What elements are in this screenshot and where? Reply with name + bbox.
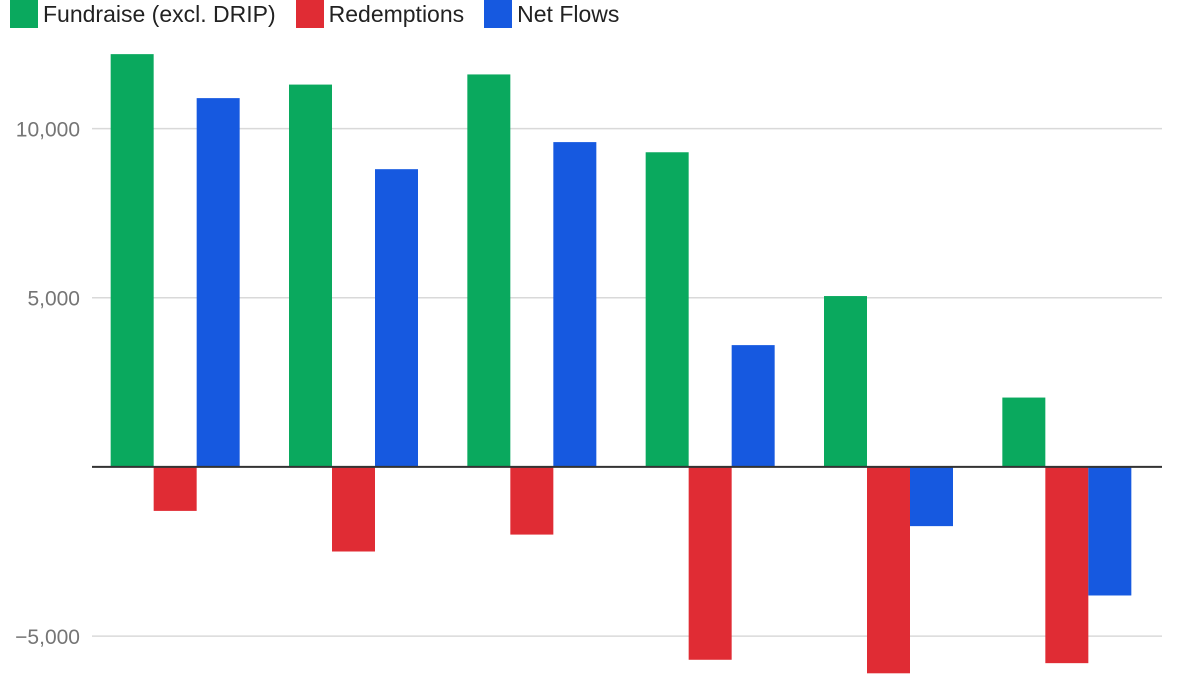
bar-net-flows-1 (196, 98, 240, 467)
legend-label-net-flows: Net Flows (517, 0, 620, 27)
bar-net-flows-3 (553, 142, 597, 467)
y-tick-label: 10,000 (16, 119, 80, 142)
legend-item-fundraise: Fundraise (excl. DRIP) (10, 0, 276, 28)
y-tick-label: 5,000 (27, 288, 80, 311)
legend-swatch-net-flows (484, 0, 513, 28)
bar-net-flows-4 (731, 345, 775, 467)
y-tick-label: −5,000 (15, 626, 80, 649)
bar-fundraise-1 (110, 54, 154, 467)
legend-item-net-flows: Net Flows (484, 0, 619, 28)
bar-fundraise-6 (1002, 397, 1046, 467)
bar-fundraise-2 (289, 84, 332, 467)
bar-redemptions-1 (153, 466, 197, 511)
gridlines (92, 127, 1162, 637)
bar-fundraise-5 (824, 296, 867, 467)
bar-redemptions-6 (1045, 466, 1089, 664)
legend-swatch-redemptions (295, 0, 324, 28)
bar-redemptions-3 (510, 466, 554, 535)
bar-redemptions-5 (867, 466, 910, 674)
bar-fundraise-3 (467, 74, 511, 467)
legend-label-redemptions: Redemptions (328, 0, 465, 27)
bars (110, 54, 1132, 674)
y-axis-tick-labels: −5,000 5,000 10,000 (15, 119, 80, 650)
legend-label-fundraise: Fundraise (excl. DRIP) (43, 0, 276, 27)
bar-net-flows-6 (1088, 466, 1132, 596)
legend-swatch-fundraise (10, 0, 38, 28)
bar-redemptions-2 (332, 466, 375, 552)
bar-redemptions-4 (688, 466, 732, 660)
legend-item-redemptions: Redemptions (295, 0, 465, 28)
bar-net-flows-2 (375, 169, 418, 467)
chart-legend: Fundraise (excl. DRIP) Redemptions Net F… (10, 0, 639, 28)
bar-net-flows-5 (910, 466, 953, 527)
bar-fundraise-4 (645, 152, 689, 467)
